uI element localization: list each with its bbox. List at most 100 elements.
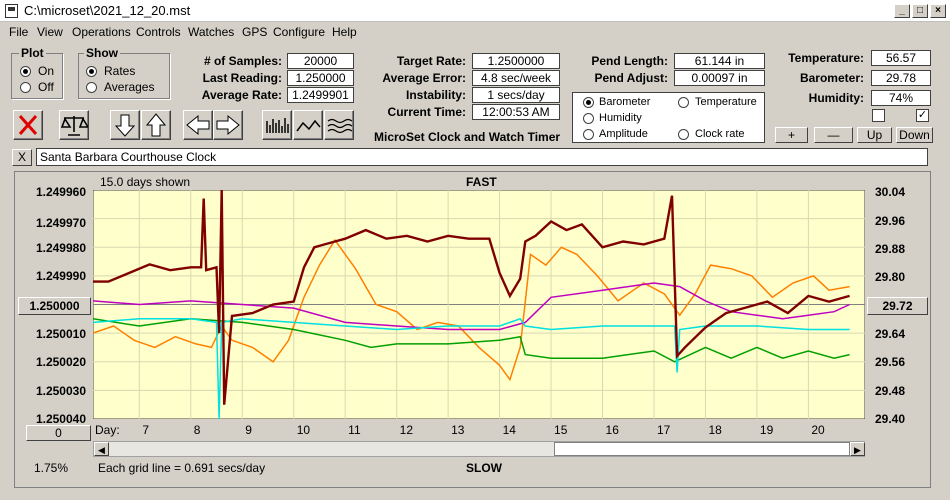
balance-button[interactable] xyxy=(59,110,90,140)
clock-name-input[interactable]: Santa Barbara Courthouse Clock xyxy=(36,148,928,166)
scroll-thumb[interactable] xyxy=(554,442,850,456)
pend-length-field: 61.144 in xyxy=(674,53,765,69)
title-bar: C:\microset\2021_12_20.mst _ □ × xyxy=(0,0,950,22)
maximize-button[interactable]: □ xyxy=(912,4,928,18)
pend-adjust-label: Pend Adjust: xyxy=(594,71,668,85)
arrow-down-icon xyxy=(114,114,136,137)
barometer-label: Barometer: xyxy=(799,71,864,85)
minimize-button[interactable]: _ xyxy=(894,4,910,18)
days-shown-label: 15.0 days shown xyxy=(100,175,191,189)
plot-group-title: Plot xyxy=(19,46,46,60)
left-tick-3: 1.249990 xyxy=(35,269,86,283)
average-error-field: 4.8 sec/week xyxy=(472,70,560,86)
menu-operations[interactable]: Operations xyxy=(72,25,131,39)
plot-on-radio[interactable] xyxy=(20,66,31,77)
down-arrow-button[interactable] xyxy=(110,110,140,140)
samples-label: # of Samples: xyxy=(203,54,282,68)
instability-label: Instability: xyxy=(405,88,466,102)
menu-help[interactable]: Help xyxy=(332,25,357,39)
slow-label: SLOW xyxy=(466,461,502,475)
plus-button[interactable]: + xyxy=(775,127,808,143)
env-checkbox-2[interactable]: ✓ xyxy=(916,109,929,122)
show-averages-label: Averages xyxy=(104,80,155,94)
barometer-radio[interactable] xyxy=(583,97,594,108)
left-tick-2: 1.249980 xyxy=(35,241,86,255)
humidity-radio[interactable] xyxy=(583,113,594,124)
scale-icon xyxy=(60,116,90,136)
grid-note: Each grid line = 0.691 secs/day xyxy=(98,461,266,475)
zero-button[interactable]: 0 xyxy=(26,425,91,441)
right-tick-4: 29.64 xyxy=(875,327,906,341)
right-tick-0: 30.04 xyxy=(875,185,906,199)
average-error-label: Average Error: xyxy=(382,71,466,85)
plot-frame xyxy=(14,171,931,488)
env-checkbox-1[interactable] xyxy=(872,109,885,122)
target-rate-field: 1.2500000 xyxy=(472,53,560,69)
day-tick-label: 17 xyxy=(656,423,671,437)
bars-icon xyxy=(266,118,289,133)
series-temperature xyxy=(93,318,850,363)
noise-view-button[interactable] xyxy=(324,110,354,140)
app-subtitle: MicroSet Clock and Watch Timer xyxy=(374,130,561,144)
left-tick-6: 1.250030 xyxy=(35,384,86,398)
day-tick-label: 14 xyxy=(502,423,516,437)
day-tick-label: 8 xyxy=(193,423,201,437)
close-window-button[interactable]: × xyxy=(930,4,946,18)
right-value-button[interactable]: 29.72 xyxy=(867,297,928,315)
humidity-field: 74% xyxy=(871,90,931,106)
menu-file[interactable]: File xyxy=(9,25,29,39)
amplitude-radio[interactable] xyxy=(583,129,594,140)
target-rate-label: Target Rate: xyxy=(396,54,466,68)
down-button[interactable]: Down xyxy=(896,127,933,143)
left-tick-1: 1.249970 xyxy=(35,216,86,230)
horizontal-scrollbar[interactable]: ◀ ▶ xyxy=(93,441,865,457)
samples-field: 20000 xyxy=(287,53,354,69)
pend-adjust-field: 0.00097 in xyxy=(674,70,765,86)
scroll-right-button[interactable]: ▶ xyxy=(850,442,865,456)
left-arrow-button[interactable] xyxy=(183,110,213,140)
menu-configure[interactable]: Configure xyxy=(273,25,326,39)
arrow-right-icon xyxy=(216,114,240,136)
humidity-label: Humidity: xyxy=(808,91,864,105)
plot-on-label: On xyxy=(38,64,55,78)
day-tick-label: 11 xyxy=(348,423,361,437)
show-group xyxy=(78,53,170,99)
scroll-left-button[interactable]: ◀ xyxy=(94,442,109,456)
plot-off-radio[interactable] xyxy=(20,82,31,93)
clock-rate-radio[interactable] xyxy=(678,129,689,140)
series-clock-rate xyxy=(93,190,850,405)
series-humidity xyxy=(93,282,850,331)
show-averages-radio[interactable] xyxy=(86,82,97,93)
stop-button[interactable] xyxy=(13,110,43,140)
menu-gps[interactable]: GPS xyxy=(242,25,268,39)
arrow-up-icon xyxy=(145,113,167,137)
menu-controls[interactable]: Controls xyxy=(136,25,181,39)
red-x-icon xyxy=(18,115,38,135)
day-tick-label: 9 xyxy=(245,423,252,437)
line-view-button[interactable] xyxy=(293,110,323,140)
menu-view[interactable]: View xyxy=(37,25,63,39)
clear-clock-button[interactable]: X xyxy=(12,149,32,166)
current-time-field: 12:00:53 AM xyxy=(472,104,560,120)
temperature-radio[interactable] xyxy=(678,97,689,108)
menu-bar: File View Operations Controls Watches GP… xyxy=(0,23,950,41)
right-tick-5: 29.56 xyxy=(875,355,906,369)
day-label: Day: xyxy=(95,423,120,437)
up-button[interactable]: Up xyxy=(857,127,892,143)
menu-watches[interactable]: Watches xyxy=(188,25,235,39)
show-group-title: Show xyxy=(84,46,120,60)
minus-button[interactable]: — xyxy=(814,127,853,143)
right-arrow-button[interactable] xyxy=(213,110,243,140)
day-tick-label: 16 xyxy=(605,423,619,437)
up-arrow-button[interactable] xyxy=(141,110,171,140)
day-tick-label: 13 xyxy=(451,423,465,437)
temperature-field: 56.57 xyxy=(871,50,931,66)
day-tick-label: 18 xyxy=(708,423,722,437)
temperature-label: Temperature: xyxy=(788,51,864,65)
center-rate-button[interactable]: 1.250000 xyxy=(18,297,91,315)
plot-area xyxy=(93,190,865,419)
left-tick-4: 1.250010 xyxy=(35,327,86,341)
show-rates-radio[interactable] xyxy=(86,66,97,77)
current-time-label: Current Time: xyxy=(387,105,466,119)
bar-view-button[interactable] xyxy=(262,110,292,140)
